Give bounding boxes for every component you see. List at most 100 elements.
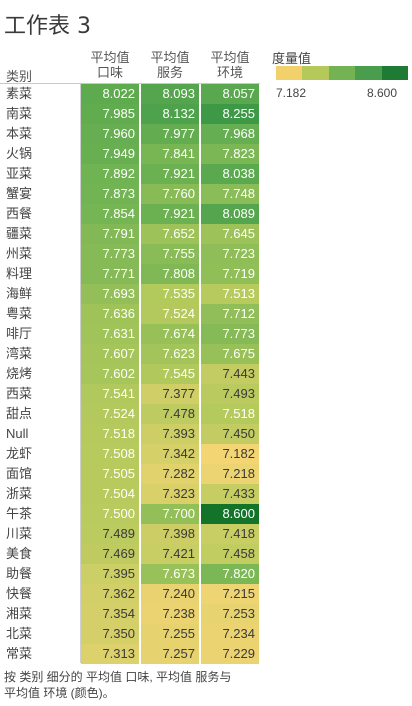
category-label: 午茶 <box>6 504 32 524</box>
value-cell: 7.921 <box>141 204 199 224</box>
category-label: 北菜 <box>6 624 32 644</box>
value-cell: 7.257 <box>141 644 199 664</box>
value-cell: 7.238 <box>141 604 199 624</box>
legend-step-2 <box>302 66 328 80</box>
value-cell: 7.535 <box>141 284 199 304</box>
category-label: 海鲜 <box>6 284 32 304</box>
value-cell: 7.443 <box>201 364 259 384</box>
value-cell: 7.873 <box>81 184 139 204</box>
value-cell: 7.253 <box>201 604 259 624</box>
value-cell: 7.450 <box>201 424 259 444</box>
value-cell: 7.607 <box>81 344 139 364</box>
column-header-3: 平均值 环境 <box>199 50 261 80</box>
value-cell: 8.132 <box>141 104 199 124</box>
value-cell: 7.218 <box>201 464 259 484</box>
value-cell: 7.854 <box>81 204 139 224</box>
category-label: 快餐 <box>6 584 32 604</box>
value-cell: 7.631 <box>81 324 139 344</box>
value-cell: 7.342 <box>141 444 199 464</box>
value-cell: 7.636 <box>81 304 139 324</box>
color-legend-bar <box>276 66 408 80</box>
value-cell: 7.493 <box>201 384 259 404</box>
value-cell: 7.282 <box>141 464 199 484</box>
legend-min-label: 7.182 <box>276 86 306 100</box>
category-label: 川菜 <box>6 524 32 544</box>
legend-step-1 <box>276 66 302 80</box>
legend-step-4 <box>355 66 381 80</box>
category-label: 亚菜 <box>6 164 32 184</box>
caption-line-2: 平均值 环境 (颜色)。 <box>4 685 231 701</box>
category-label: 料理 <box>6 264 32 284</box>
category-label: 西餐 <box>6 204 32 224</box>
value-cell: 7.421 <box>141 544 199 564</box>
value-cell: 7.478 <box>141 404 199 424</box>
value-cell: 7.489 <box>81 524 139 544</box>
value-cell: 7.760 <box>141 184 199 204</box>
value-cell: 7.469 <box>81 544 139 564</box>
value-cell: 7.513 <box>201 284 259 304</box>
value-cell: 8.089 <box>201 204 259 224</box>
value-cell: 7.968 <box>201 124 259 144</box>
value-cell: 7.985 <box>81 104 139 124</box>
value-cell: 7.458 <box>201 544 259 564</box>
column-header-1: 平均值 口味 <box>79 50 141 80</box>
category-label: 常菜 <box>6 644 32 664</box>
value-cell: 7.791 <box>81 224 139 244</box>
value-cell: 7.673 <box>141 564 199 584</box>
value-cell: 8.038 <box>201 164 259 184</box>
category-label: 啡厅 <box>6 324 32 344</box>
value-cell: 7.921 <box>141 164 199 184</box>
value-cell: 7.623 <box>141 344 199 364</box>
value-cell: 7.215 <box>201 584 259 604</box>
value-cell: 7.234 <box>201 624 259 644</box>
legend-step-5 <box>382 66 408 80</box>
value-cell: 7.712 <box>201 304 259 324</box>
value-cell: 7.748 <box>201 184 259 204</box>
value-cell: 7.771 <box>81 264 139 284</box>
chart-caption: 按 类别 细分的 平均值 口味, 平均值 服务与 平均值 环境 (颜色)。 <box>4 669 231 701</box>
value-cell: 7.602 <box>81 364 139 384</box>
value-cell: 7.960 <box>81 124 139 144</box>
category-label: 州菜 <box>6 244 32 264</box>
caption-line-1: 按 类别 细分的 平均值 口味, 平均值 服务与 <box>4 669 231 685</box>
legend-step-3 <box>329 66 355 80</box>
value-cell: 7.505 <box>81 464 139 484</box>
category-label: 湾菜 <box>6 344 32 364</box>
value-cell: 7.773 <box>201 324 259 344</box>
value-cell: 7.719 <box>201 264 259 284</box>
value-cell: 7.433 <box>201 484 259 504</box>
value-cell: 7.541 <box>81 384 139 404</box>
category-label: 甜点 <box>6 404 32 424</box>
value-cell: 7.393 <box>141 424 199 444</box>
value-cell: 7.545 <box>141 364 199 384</box>
column-header-2: 平均值 服务 <box>139 50 201 80</box>
value-cell: 7.524 <box>81 404 139 424</box>
value-cell: 7.398 <box>141 524 199 544</box>
value-cell: 7.977 <box>141 124 199 144</box>
value-cell: 7.395 <box>81 564 139 584</box>
category-label: 火锅 <box>6 144 32 164</box>
value-cell: 7.645 <box>201 224 259 244</box>
value-cell: 7.354 <box>81 604 139 624</box>
value-cell: 7.418 <box>201 524 259 544</box>
category-label: 湘菜 <box>6 604 32 624</box>
value-cell: 7.313 <box>81 644 139 664</box>
category-label: 素菜 <box>6 84 32 104</box>
value-cell: 7.773 <box>81 244 139 264</box>
value-cell: 7.518 <box>81 424 139 444</box>
value-cell: 7.675 <box>201 344 259 364</box>
value-cell: 7.504 <box>81 484 139 504</box>
legend-title: 度量值 <box>272 48 311 67</box>
value-cell: 7.518 <box>201 404 259 424</box>
value-cell: 7.377 <box>141 384 199 404</box>
value-cell: 8.022 <box>81 84 139 104</box>
value-cell: 7.674 <box>141 324 199 344</box>
value-cell: 7.182 <box>201 444 259 464</box>
value-cell: 7.820 <box>201 564 259 584</box>
value-cell: 8.600 <box>201 504 259 524</box>
value-cell: 7.949 <box>81 144 139 164</box>
category-label: 西菜 <box>6 384 32 404</box>
value-cell: 7.500 <box>81 504 139 524</box>
category-label: 面馆 <box>6 464 32 484</box>
value-cell: 7.362 <box>81 584 139 604</box>
